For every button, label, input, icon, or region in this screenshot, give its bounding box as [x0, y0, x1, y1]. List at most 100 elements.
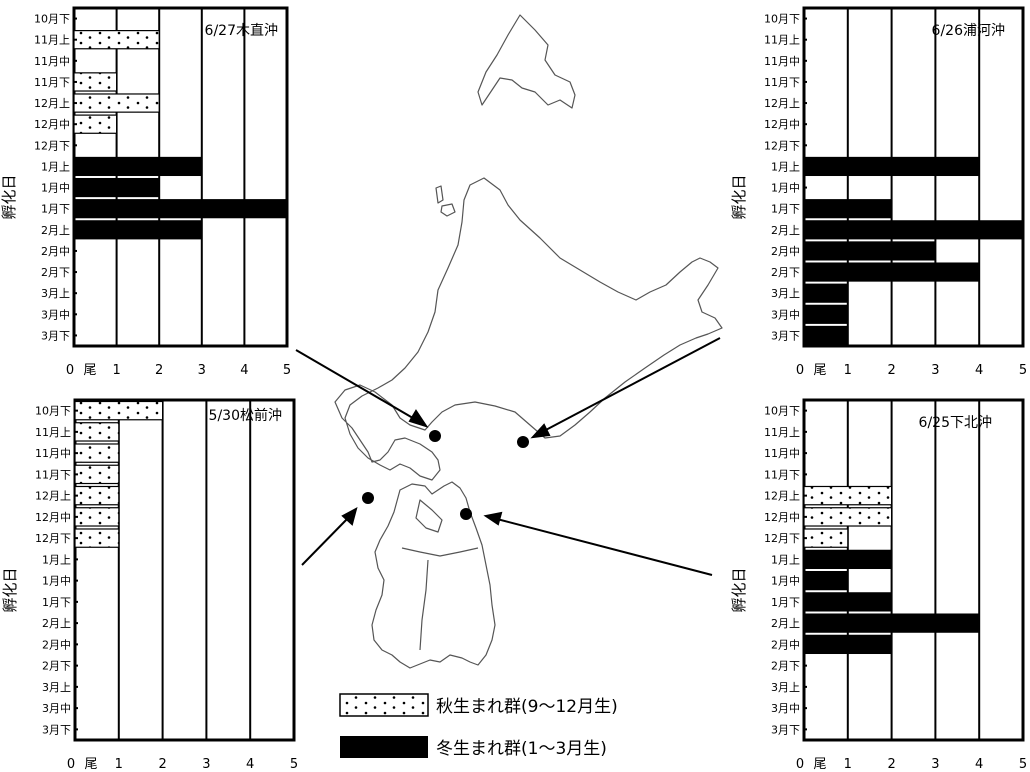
category-tick-label: 10月下	[34, 13, 70, 26]
legend-swatch-winter	[340, 736, 428, 758]
category-tick-label: 1月上	[41, 160, 70, 173]
bar-autumn	[74, 464, 120, 485]
arrow-shimokita	[496, 518, 713, 576]
category-tick-label: 11月上	[764, 34, 800, 47]
marker-kinaoshi	[429, 430, 441, 442]
x-tick-label: 1	[844, 757, 852, 772]
x-unit-label: 尾	[84, 757, 97, 772]
category-tick-label: 1月上	[771, 160, 800, 173]
chart-0: 10月下11月上11月中11月下12月上12月中12月下1月上1月中1月下2月上…	[0, 6, 291, 378]
category-tick-label: 12月上	[764, 490, 800, 503]
map-mutsu-bay-outline	[415, 499, 443, 533]
legend-label-winter: 冬生まれ群(1〜3月生)	[436, 739, 607, 759]
category-tick-label: 1月中	[42, 575, 71, 588]
category-tick-label: 1月下	[771, 203, 800, 216]
bar-winter	[803, 570, 849, 591]
bar-winter	[73, 220, 203, 240]
category-tick-label: 12月上	[34, 97, 70, 110]
category-tick-label: 3月中	[771, 702, 800, 715]
bar-autumn	[73, 93, 160, 113]
bar-winter	[803, 634, 893, 655]
marker-shimokita	[460, 508, 472, 520]
category-tick-label: 3月上	[771, 287, 800, 300]
category-tick-label: 2月下	[42, 660, 71, 673]
category-tick-label: 2月上	[771, 617, 800, 630]
category-tick-label: 2月上	[42, 617, 71, 630]
category-tick-label: 10月下	[35, 405, 71, 418]
bar-winter	[803, 262, 980, 282]
category-tick-label: 12月上	[764, 97, 800, 110]
plot-frame	[72, 6, 289, 348]
category-tick-label: 2月上	[41, 224, 70, 237]
chart-2: 10月下11月上11月中11月下12月上12月中12月下1月上1月中1月下2月上…	[1, 398, 298, 772]
map-tohoku-outline	[371, 481, 496, 669]
category-tick-label: 11月下	[35, 468, 71, 481]
x-tick-label: 0	[796, 757, 804, 772]
category-tick-label: 2月下	[771, 266, 800, 279]
x-tick-label: 5	[1019, 363, 1027, 378]
legend-swatch-autumn	[339, 693, 429, 717]
category-tick-label: 2月中	[771, 638, 800, 651]
chart-title: 5/30松前沖	[209, 407, 282, 424]
y-axis-label: 孵化日	[730, 567, 748, 612]
bar-autumn	[74, 443, 120, 463]
bar-winter	[73, 199, 288, 219]
category-tick-label: 1月下	[41, 203, 70, 216]
bar-winter	[803, 325, 849, 346]
category-tick-label: 3月下	[771, 329, 800, 342]
x-unit-label: 尾	[813, 757, 826, 772]
category-tick-label: 2月中	[771, 245, 800, 258]
arrow-kinaoshi	[295, 349, 419, 422]
arrow-head	[483, 511, 503, 526]
map-rebun-outline	[435, 185, 444, 204]
map-hokkaido-outline	[334, 177, 723, 481]
category-tick-label: 11月中	[35, 447, 71, 460]
marker-matsumae	[362, 492, 374, 504]
category-tick-label: 3月上	[41, 287, 70, 300]
plot-frame	[802, 398, 1025, 742]
legend-label-autumn: 秋生まれ群(9〜12月生)	[436, 697, 618, 717]
category-tick-label: 11月中	[764, 447, 800, 460]
bar-winter	[803, 613, 980, 633]
bar-autumn	[803, 528, 849, 548]
x-tick-label: 3	[931, 363, 939, 378]
x-tick-label: 1	[844, 363, 852, 378]
map-rishiri-outline	[440, 203, 456, 217]
chart-title: 6/27木直沖	[205, 22, 278, 39]
category-tick-label: 11月上	[35, 426, 71, 439]
bar-winter	[803, 592, 893, 612]
category-tick-label: 12月中	[764, 118, 800, 131]
y-axis-label: 孵化日	[1, 567, 19, 612]
category-tick-label: 2月下	[771, 660, 800, 673]
x-tick-label: 0	[796, 363, 804, 378]
x-tick-label: 2	[158, 757, 166, 772]
bar-winter	[803, 283, 849, 303]
bar-autumn	[803, 485, 893, 506]
charts: 10月下11月上11月中11月下12月上12月中12月下1月上1月中1月下2月上…	[0, 6, 1027, 772]
x-tick-label: 2	[155, 363, 163, 378]
category-tick-label: 12月下	[34, 139, 70, 152]
x-tick-label: 2	[887, 757, 895, 772]
location-markers	[362, 430, 529, 520]
arrow-head	[530, 423, 551, 439]
category-tick-label: 3月中	[42, 702, 71, 715]
map-prefecture-border	[401, 547, 479, 557]
x-tick-label: 4	[240, 363, 248, 378]
x-unit-label: 尾	[83, 363, 96, 378]
chart-title: 6/26浦河沖	[932, 23, 1005, 39]
chart-3: 10月下11月上11月中11月下12月上12月中12月下1月上1月中1月下2月上…	[730, 398, 1027, 772]
category-tick-label: 12月上	[35, 490, 71, 503]
category-tick-label: 1月上	[42, 553, 71, 566]
bar-winter	[73, 156, 203, 177]
x-tick-label: 5	[1019, 757, 1027, 772]
bar-winter	[803, 304, 849, 324]
category-tick-label: 3月中	[771, 308, 800, 321]
category-tick-label: 11月上	[764, 426, 800, 439]
category-tick-label: 12月中	[34, 118, 70, 131]
x-tick-label: 0	[66, 363, 74, 378]
arrow-head	[408, 409, 429, 428]
chart-1: 10月下11月上11月中11月下12月上12月中12月下1月上1月中1月下2月上…	[730, 6, 1027, 378]
category-tick-label: 3月上	[42, 681, 71, 694]
bar-winter	[73, 177, 160, 198]
